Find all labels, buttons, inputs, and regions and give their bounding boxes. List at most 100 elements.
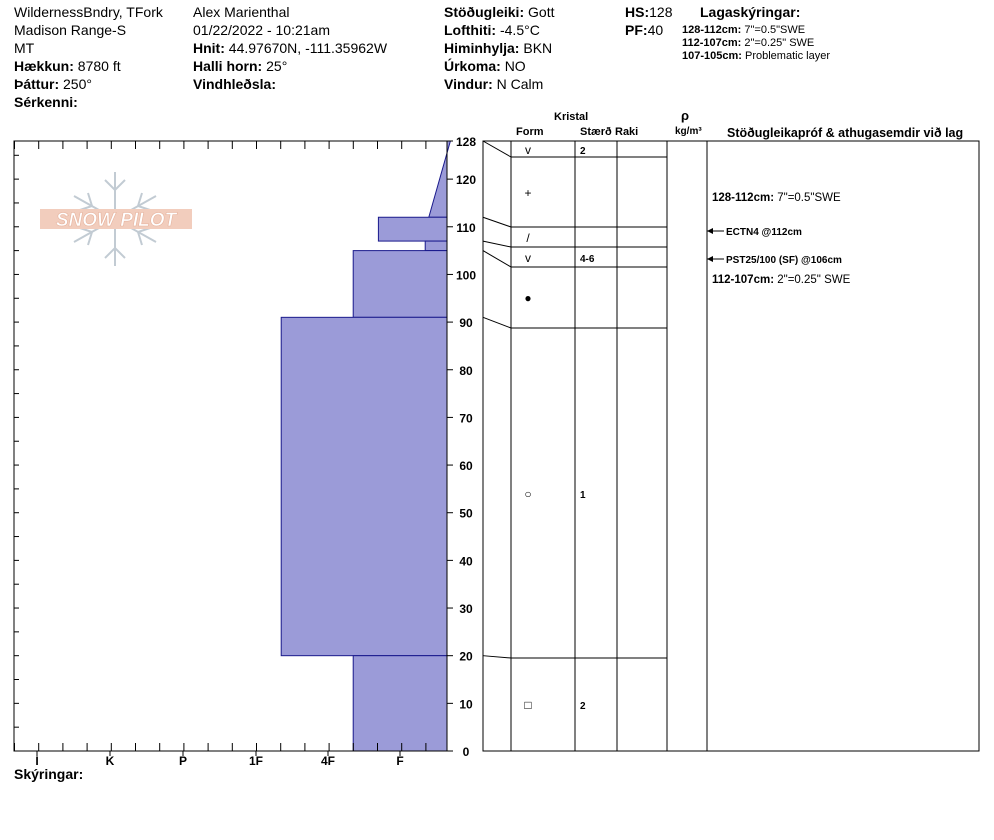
- layer-connector: [482, 655, 512, 659]
- hs-label: HS:: [625, 4, 650, 20]
- y-tick-label: 60: [459, 459, 473, 473]
- crystal-size: 4-6: [580, 254, 595, 265]
- elevation-value: 8780 ft: [77, 58, 121, 74]
- layer-note: 128-112cm: 7"=0.5"SWE: [682, 24, 805, 37]
- precip-label: Úrkoma:: [444, 58, 501, 74]
- density-unit-header: kg/m³: [675, 126, 702, 137]
- layer-table-frame: [482, 140, 980, 752]
- coords-row: Hnit: 44.97670N, -111.35962W: [193, 40, 387, 56]
- slope-row: Halli horn: 25°: [193, 58, 287, 74]
- hs-row: HS:128: [625, 4, 672, 20]
- hardness-bar: [377, 216, 448, 242]
- aspect-row: Þáttur: 250°: [14, 76, 92, 92]
- layer-connector: [482, 316, 512, 329]
- location-line-1: WildernessBndry, TFork: [14, 4, 163, 20]
- layer-connector: [482, 250, 512, 268]
- crystal-symbol: +: [524, 186, 531, 200]
- layer-note-text: 2"=0.25" SWE: [744, 37, 815, 49]
- wind-row: Vindur: N Calm: [444, 76, 543, 92]
- location-line-2: Madison Range-S: [14, 22, 127, 38]
- coords-value: 44.97670N, -111.35962W: [228, 40, 388, 56]
- sky-label: Himinhylja:: [444, 40, 520, 56]
- layer-note-text: 7"=0.5"SWE: [744, 24, 806, 36]
- layer-note: 112-107cm: 2"=0.25" SWE: [682, 37, 814, 50]
- slope-value: 25°: [266, 58, 288, 74]
- tests-header: Stöðugleikapróf & athugasemdir við lag: [727, 126, 964, 140]
- wind-loading-label: Vindhleðsla:: [193, 76, 276, 92]
- y-tick-label: 120: [456, 173, 476, 187]
- legend-label: Skýringar:: [14, 766, 84, 782]
- hardness-bar: [352, 250, 448, 318]
- y-tick-label: 80: [459, 364, 473, 378]
- observation-datetime: 01/22/2022 - 10:21am: [193, 22, 330, 38]
- layer-connector: [482, 216, 512, 228]
- form-header: Form: [516, 126, 544, 138]
- size-header: Stærð: [580, 126, 612, 138]
- crystal-size: 2: [580, 146, 586, 157]
- sky-value: BKN: [523, 40, 553, 56]
- crystal-symbol: v: [525, 251, 531, 265]
- crystal-symbol: /: [526, 231, 530, 245]
- crystal-symbol: v: [525, 143, 531, 157]
- x-tick-label: I: [35, 754, 38, 768]
- test-arrow-head: [707, 256, 713, 262]
- air-temp-value: -4.5°C: [499, 22, 540, 38]
- sky-row: Himinhylja: BKN: [444, 40, 552, 56]
- x-tick-label: P: [179, 754, 187, 768]
- y-tick-label: 30: [459, 602, 473, 616]
- y-tick-label: 128: [456, 135, 476, 149]
- y-tick-label: 10: [459, 697, 473, 711]
- crystal-symbol: ○: [524, 487, 531, 501]
- x-tick-label: K: [106, 754, 115, 768]
- location-line-3: MT: [14, 40, 35, 56]
- layer-note-range: 107-105cm:: [682, 50, 742, 62]
- wind-value: N Calm: [496, 76, 544, 92]
- stability-row: Stöðugleiki: Gott: [444, 4, 554, 20]
- test-arrow-head: [707, 228, 713, 234]
- rho-header: ρ: [681, 108, 690, 123]
- crystal-size: 2: [580, 701, 586, 712]
- hs-value: 128: [649, 4, 673, 20]
- hardness-bar: [352, 655, 448, 752]
- aspect-value: 250°: [63, 76, 92, 92]
- y-tick-label: 90: [459, 316, 473, 330]
- layer-comment: 128-112cm: 7"=0.5"SWE: [712, 192, 841, 204]
- precip-row: Úrkoma: NO: [444, 58, 526, 74]
- y-tick-label: 50: [459, 507, 473, 521]
- pf-row: PF:40: [625, 22, 663, 38]
- layer-note-text: Problematic layer: [745, 50, 830, 62]
- stability-value: Gott: [528, 4, 555, 20]
- crystal-size: 1: [580, 490, 586, 501]
- coords-label: Hnit:: [193, 40, 225, 56]
- slope-label: Halli horn:: [193, 58, 263, 74]
- elevation-label: Hækkun:: [14, 58, 74, 74]
- aspect-label: Þáttur:: [14, 76, 60, 92]
- y-tick-label: 110: [456, 221, 476, 235]
- x-tick-label: 1F: [249, 754, 263, 768]
- crystal-symbol: □: [524, 698, 531, 712]
- layer-connector: [482, 240, 512, 248]
- layer-connector: [482, 140, 512, 158]
- pf-label: PF:: [625, 22, 648, 38]
- elevation-row: Hækkun: 8780 ft: [14, 58, 121, 74]
- moisture-header: Raki: [615, 126, 639, 138]
- layer-note: 107-105cm: Problematic layer: [682, 50, 830, 63]
- crystal-symbol: ●: [524, 291, 531, 305]
- chart-frame: [13, 140, 448, 752]
- x-tick-label: F: [396, 754, 403, 768]
- wind-label: Vindur:: [444, 76, 493, 92]
- precip-value: NO: [504, 58, 526, 74]
- layer-note-range: 112-107cm:: [682, 37, 742, 49]
- crystal-header: Kristal: [554, 111, 589, 123]
- pf-value: 40: [647, 22, 664, 38]
- test-result: PST25/100 (SF) @106cm: [726, 255, 842, 266]
- y-tick-label: 20: [459, 650, 473, 664]
- features-label: Sérkenni:: [14, 94, 78, 110]
- x-tick-label: 4F: [321, 754, 335, 768]
- stability-label: Stöðugleiki:: [444, 4, 525, 20]
- observer-name: Alex Marienthal: [193, 4, 290, 20]
- y-tick-label: 0: [463, 745, 470, 759]
- y-tick-label: 100: [456, 268, 476, 282]
- y-tick-label: 40: [459, 554, 473, 568]
- layer-notes-title: Lagaskýringar:: [700, 4, 801, 20]
